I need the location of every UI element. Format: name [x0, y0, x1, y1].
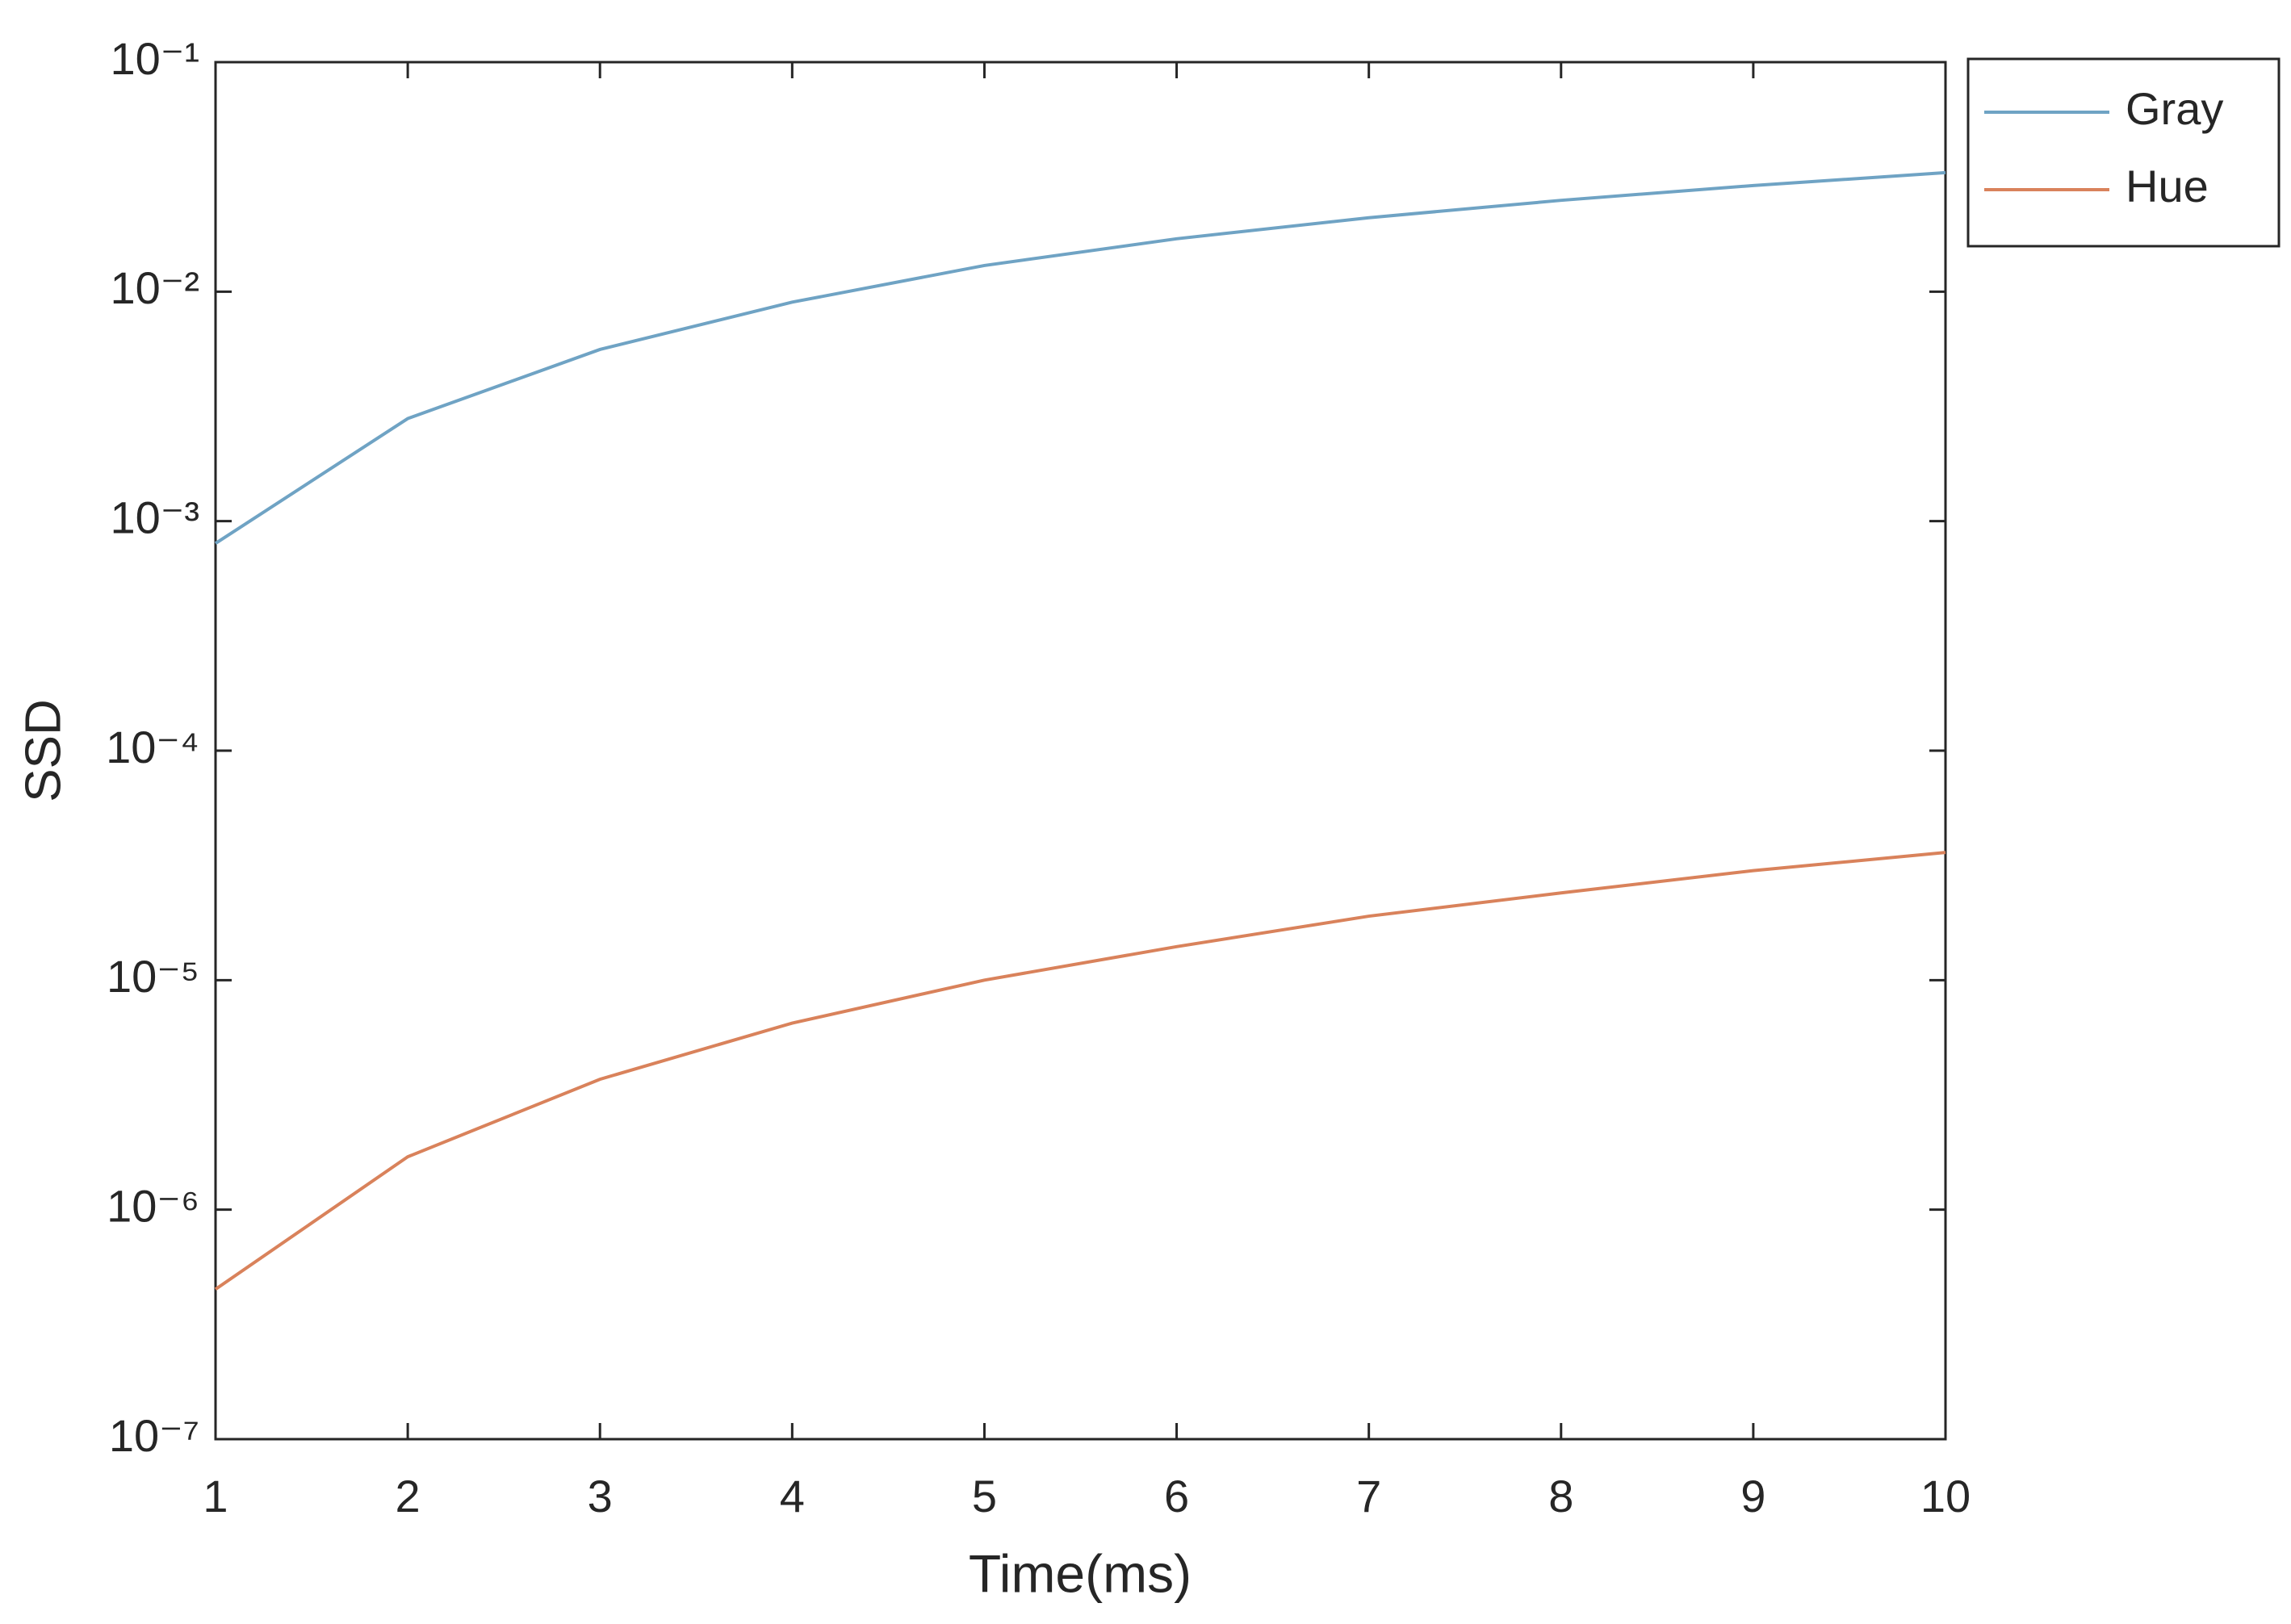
x-tick-label: 8	[1548, 1471, 1573, 1521]
x-tick-label: 5	[972, 1471, 997, 1521]
x-tick-label: 10	[1920, 1471, 1971, 1521]
x-tick-label: 2	[396, 1471, 421, 1521]
line	[214, 851, 1946, 1291]
legend-label: Hue	[2126, 161, 2209, 211]
x-axis-label: Time(ms)	[969, 1543, 1192, 1603]
x-tick-label: 1	[203, 1471, 228, 1521]
legend-box	[1966, 57, 2281, 248]
legend-label: Gray	[2126, 83, 2223, 134]
y-tick-label: 10⁻⁴	[106, 722, 199, 772]
y-tick-label: 10⁻²	[111, 262, 200, 313]
line	[214, 170, 1946, 545]
x-tick-label: 6	[1164, 1471, 1189, 1521]
x-tick-label: 3	[588, 1471, 613, 1521]
y-tick-label: 10⁻¹	[111, 33, 200, 84]
y-tick-label: 10⁻⁶	[107, 1180, 199, 1231]
plot-frame	[214, 61, 1947, 1441]
y-tick-label: 10⁻⁵	[107, 951, 199, 1002]
x-tick-label: 9	[1740, 1471, 1765, 1521]
y-tick-label: 10⁻⁷	[109, 1410, 199, 1461]
y-axis-label: SSD	[15, 699, 71, 802]
x-tick-label: 4	[780, 1471, 805, 1521]
y-tick-label: 10⁻³	[111, 492, 200, 542]
x-tick-label: 7	[1356, 1471, 1381, 1521]
